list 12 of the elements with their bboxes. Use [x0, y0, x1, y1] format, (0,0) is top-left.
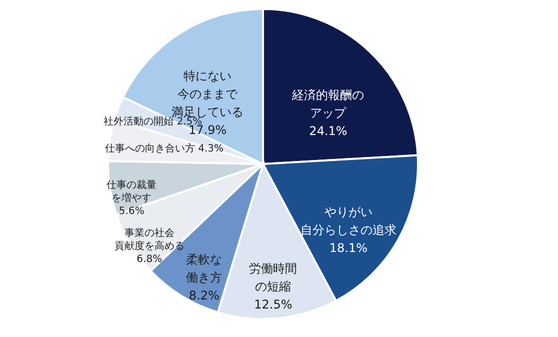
data-label: 18.1%: [329, 241, 368, 256]
slice-label: 柔軟な働き方: [186, 252, 222, 284]
data-label: 6.8%: [136, 254, 162, 266]
data-label: 8.2%: [188, 288, 220, 302]
slice-label: 仕事への向き合い方 4.3%: [104, 142, 224, 155]
data-label: 12.5%: [254, 298, 292, 312]
slice-label: 経済的報酬のアップ: [291, 88, 364, 120]
slice-label: 仕事の裁量を増やす: [106, 178, 157, 204]
slice-label: やりがい自分らしさの追求: [300, 205, 396, 238]
data-label: 24.1%: [309, 124, 348, 138]
slice-label: 労働時間の短縮: [249, 262, 298, 294]
data-label: 5.6%: [118, 206, 144, 217]
